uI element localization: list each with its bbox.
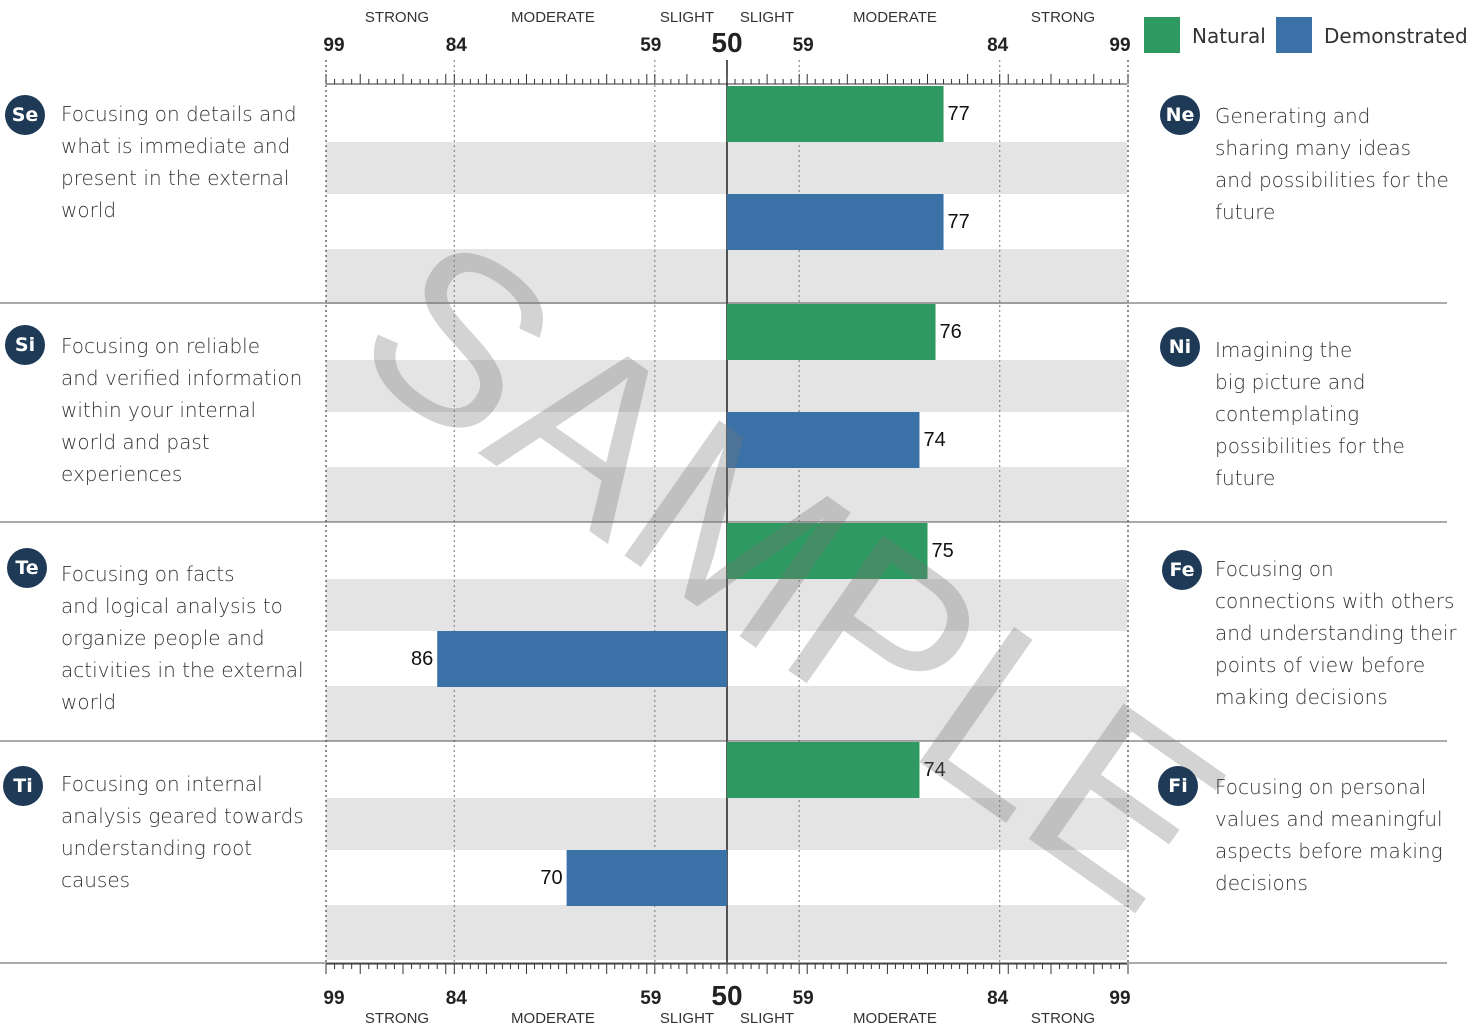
- bar-value-demonstrated: 77: [948, 211, 970, 233]
- axis-zone-label: MODERATE: [511, 9, 595, 26]
- bar-demonstrated: [727, 194, 944, 250]
- bar-value-natural: 76: [940, 321, 962, 343]
- desc-fe: Focusing on connections with others and un…: [1215, 557, 1457, 709]
- desc-se: Focusing on details and what is immediate…: [61, 102, 297, 222]
- badge-fi: Fi: [1158, 766, 1198, 806]
- bar-natural: [727, 304, 936, 360]
- badge-si: Si: [5, 325, 45, 365]
- bar-demonstrated: [437, 631, 727, 687]
- legend-demonstrated-label: Demonstrated: [1324, 24, 1468, 48]
- top-axis: 99 84 59 50 59 84 99 STRONG MODERATE SLIGHT SLIGHT…: [323, 9, 1131, 85]
- bar-natural: [727, 742, 920, 798]
- desc-te: Focusing on facts and logical analysis to…: [61, 562, 304, 714]
- axis-tick-label: 59: [640, 988, 661, 1009]
- desc-ti: Focusing on internal analysis geared towa…: [61, 772, 304, 892]
- badge-ti: Ti: [3, 766, 43, 806]
- bars: [437, 86, 944, 906]
- bottom-axis: 99 84 59 50 59 84 99 STRONG MODERATE SLIGHT SLIGHT…: [323, 963, 1131, 1027]
- axis-zone-label: MODERATE: [511, 1010, 595, 1027]
- axis-tick-label: 59: [793, 988, 814, 1009]
- bar-value-natural: 74: [923, 759, 945, 781]
- badge-fe: Fe: [1162, 550, 1202, 590]
- axis-zone-label: SLIGHT: [740, 9, 794, 26]
- axis-tick-label: 59: [793, 35, 814, 56]
- desc-ni: Imagining the big picture and contemplatin…: [1215, 338, 1405, 490]
- bar-demonstrated: [727, 412, 920, 468]
- bar-value-natural: 77: [948, 103, 970, 125]
- legend-natural-label: Natural: [1192, 24, 1266, 48]
- legend-natural-swatch: [1144, 17, 1180, 53]
- axis-zone-label: MODERATE: [853, 9, 937, 26]
- desc-fi: Focusing on personal values and meaningfu…: [1215, 775, 1443, 895]
- badge-te: Te: [7, 548, 47, 588]
- axis-zone-label: STRONG: [1031, 9, 1095, 26]
- bar-demonstrated: [566, 850, 727, 906]
- axis-center-label: 50: [711, 27, 742, 58]
- axis-zone-label: STRONG: [1031, 1010, 1095, 1027]
- badge-ne: Ne: [1160, 95, 1200, 135]
- bar-natural: [727, 523, 928, 579]
- axis-tick-label: 84: [987, 35, 1009, 56]
- axis-tick-label: 99: [1109, 35, 1130, 56]
- bar-value-demonstrated: 74: [923, 429, 945, 451]
- bar-natural: [727, 86, 944, 142]
- axis-zone-label: SLIGHT: [740, 1010, 794, 1027]
- axis-zone-label: STRONG: [365, 1010, 429, 1027]
- bar-value-natural: 75: [932, 540, 954, 562]
- desc-ne: Generating and sharing many ideas and poss…: [1215, 104, 1449, 224]
- row-separators: [0, 302, 1447, 964]
- axis-tick-label: 84: [446, 35, 468, 56]
- axis-zone-label: SLIGHT: [660, 1010, 714, 1027]
- bar-value-demonstrated: 86: [411, 648, 433, 670]
- axis-tick-label: 99: [1109, 988, 1130, 1009]
- desc-si: Focusing on reliable and verified informa…: [61, 334, 303, 486]
- axis-zone-label: MODERATE: [853, 1010, 937, 1027]
- bar-value-demonstrated: 70: [540, 867, 562, 889]
- axis-tick-label: 84: [446, 988, 468, 1009]
- bar-value-labels: 77 76 75 74 77 74 86 70: [411, 103, 970, 889]
- legend-demonstrated-swatch: [1276, 17, 1312, 53]
- axis-center-label: 50: [711, 980, 742, 1011]
- axis-tick-label: 99: [323, 35, 344, 56]
- axis-zone-label: STRONG: [365, 9, 429, 26]
- axis-tick-label: 59: [640, 35, 661, 56]
- badge-se: Se: [5, 95, 45, 135]
- axis-zone-label: SLIGHT: [660, 9, 714, 26]
- badge-ni: Ni: [1160, 327, 1200, 367]
- axis-tick-label: 99: [323, 988, 344, 1009]
- axis-tick-label: 84: [987, 988, 1009, 1009]
